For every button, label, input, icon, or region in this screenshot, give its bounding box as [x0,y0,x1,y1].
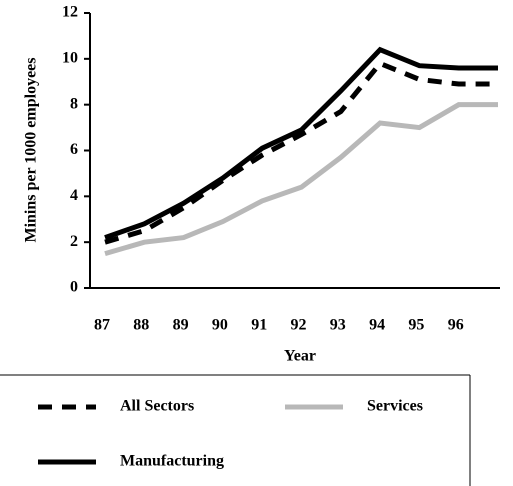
x-axis-label: Year [284,348,316,365]
y-tick-label: 10 [62,50,78,67]
x-tick-label: 89 [173,317,189,334]
x-tick-label: 91 [251,317,267,334]
x-tick-label: 96 [448,317,464,334]
x-tick-label: 94 [369,317,385,334]
legend-label: All Sectors [120,398,194,415]
x-tick-label: 90 [212,317,228,334]
line-series [104,46,498,240]
legend [0,374,471,486]
y-tick-label: 6 [70,141,78,158]
x-tick-label: 95 [408,317,424,334]
line-series [104,60,498,245]
y-tick-label: 4 [70,187,78,204]
x-tick-label: 92 [291,317,307,334]
x-tick-label: 93 [330,317,346,334]
x-tick-label: 88 [133,317,149,334]
x-tick-label: 87 [94,317,110,334]
y-tick-label: 2 [70,233,78,250]
y-tick-label: 8 [70,95,78,112]
y-tick-label: 0 [70,279,78,296]
line-series [104,102,498,257]
y-axis-label: Minins per 1000 employees [23,57,40,242]
legend-label: Services [367,398,423,415]
y-tick-label: 12 [62,4,78,21]
legend-label: Manufacturing [120,453,224,470]
